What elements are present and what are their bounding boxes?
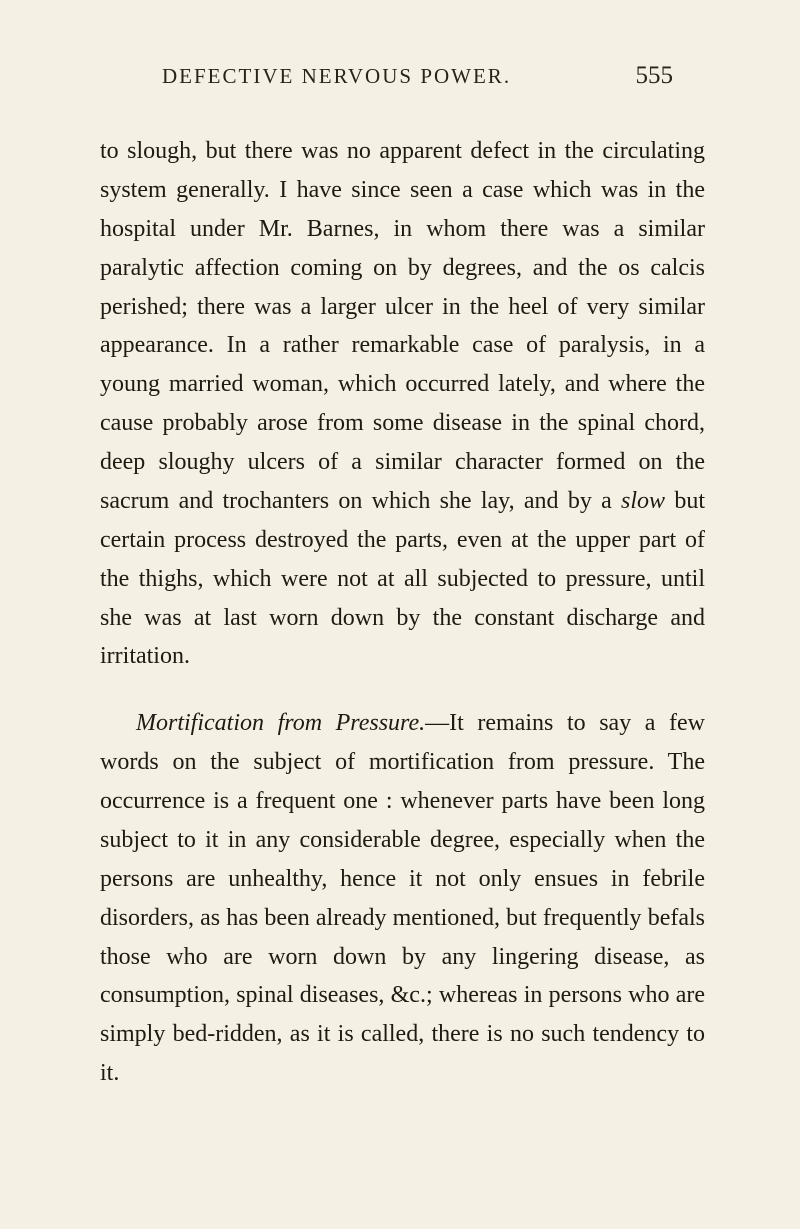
- paragraph-2: Mortification from Pressure.—It remains …: [100, 704, 705, 1093]
- paragraph-1-italic: slow: [621, 488, 665, 514]
- running-head: DEFECTIVE NERVOUS POWER.: [162, 64, 511, 89]
- page-number: 555: [636, 62, 674, 90]
- paragraph-2-text: —It remains to say a few words on the su…: [100, 710, 705, 1086]
- paragraph-1-text-before: to slough, but there was no apparent def…: [100, 138, 705, 514]
- paragraph-1-text-after: but certain process destroyed the parts,…: [100, 488, 705, 670]
- body-content: to slough, but there was no apparent def…: [100, 132, 705, 1093]
- paragraph-2-heading: Mortification from Pressure.: [136, 710, 425, 736]
- page-header: DEFECTIVE NERVOUS POWER. 555: [100, 62, 705, 90]
- paragraph-1: to slough, but there was no apparent def…: [100, 132, 705, 676]
